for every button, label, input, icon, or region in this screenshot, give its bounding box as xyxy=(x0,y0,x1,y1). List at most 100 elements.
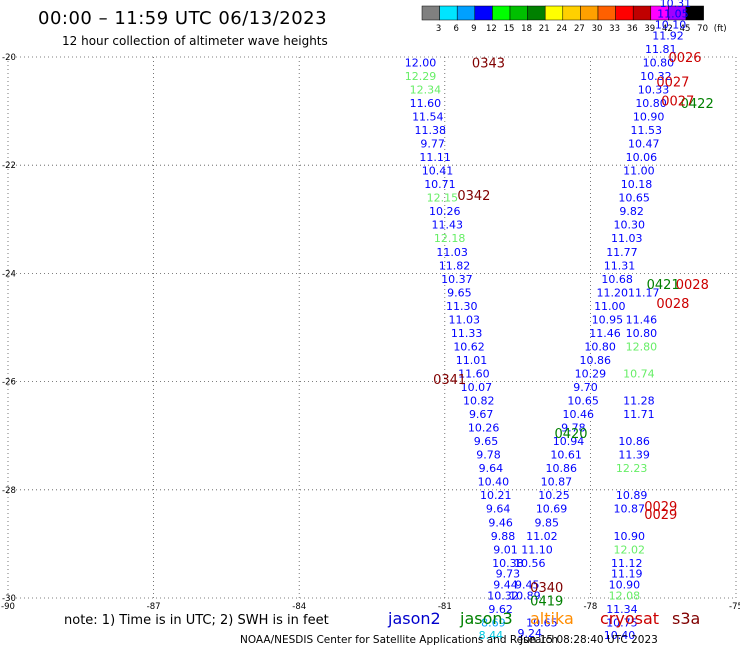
pass-number-label: 0340 xyxy=(530,581,563,596)
pass-number-label: 0343 xyxy=(472,56,505,71)
wave-height-value: 9.77 xyxy=(420,138,445,151)
wave-height-value: 10.61 xyxy=(550,449,582,462)
wave-height-value: 9.67 xyxy=(469,408,494,421)
generation-timestamp: Jun 15 08:28:40 UTC 2023 xyxy=(520,634,658,646)
wave-height-value: 11.46 xyxy=(626,313,658,326)
wave-height-value: 10.40 xyxy=(604,629,636,642)
colorbar-label: 9 xyxy=(471,24,476,34)
wave-height-value: 10.86 xyxy=(618,435,650,448)
colorbar-label: 12 xyxy=(486,24,497,34)
wave-height-value: 11.12 xyxy=(611,557,643,570)
wave-height-value: 10.89 xyxy=(509,589,541,602)
pass-number-label: 0422 xyxy=(681,97,714,112)
wave-height-value: 11.39 xyxy=(618,449,650,462)
y-tick-label: -28 xyxy=(2,486,16,496)
wave-height-value: 11.43 xyxy=(431,219,463,232)
wave-height-value: 10.26 xyxy=(468,422,500,435)
wave-height-value: 9.62 xyxy=(488,603,513,616)
wave-height-value: 11.05 xyxy=(657,8,689,21)
wave-height-value: 11.53 xyxy=(630,124,662,137)
wave-height-value: 11.03 xyxy=(436,246,468,259)
wave-height-value: 10.80 xyxy=(643,56,675,69)
colorbar-label: 30 xyxy=(592,24,603,34)
colorbar-label: 45 xyxy=(680,24,691,34)
pass-number-label: 0342 xyxy=(457,189,490,204)
wave-height-value: 10.68 xyxy=(601,273,633,286)
colorbar-label: 6 xyxy=(453,24,458,34)
wave-height-value: 8.69 xyxy=(481,616,506,629)
colorbar-label: 36 xyxy=(627,24,638,34)
colorbar-label: 27 xyxy=(574,24,585,34)
y-tick-label: -22 xyxy=(2,161,16,171)
wave-height-value: 11.60 xyxy=(458,367,490,380)
wave-height-value: 10.86 xyxy=(580,354,612,367)
y-tick-label: -26 xyxy=(2,378,16,388)
pass-number-label: 0028 xyxy=(656,297,689,312)
wave-height-value: 11.31 xyxy=(604,259,636,272)
x-tick-label: -84 xyxy=(292,602,306,612)
wave-height-value: 9.24 xyxy=(517,627,542,640)
legend-altika: altika xyxy=(530,609,574,628)
wave-height-value: 9.65 xyxy=(447,286,472,299)
pass-number-label: 0029 xyxy=(644,508,677,523)
wave-height-value: 9.73 xyxy=(496,568,521,581)
wave-height-value: 10.90 xyxy=(613,530,645,543)
wave-height-value: 10.86 xyxy=(546,462,578,475)
wave-height-value: 11.60 xyxy=(410,97,442,110)
pass-number-label: 0028 xyxy=(676,278,709,293)
legend-jason3: jason3 xyxy=(460,609,513,628)
wave-height-value: 11.28 xyxy=(623,395,655,408)
wave-height-value: 10.31 xyxy=(660,0,692,10)
wave-height-value: 10.33 xyxy=(638,83,670,96)
wave-height-value: 12.00 xyxy=(405,56,437,69)
wave-height-value: 11.03 xyxy=(448,313,480,326)
wave-height-value: 10.65 xyxy=(526,616,558,629)
colorbar-label: 33 xyxy=(609,24,620,34)
wave-height-value: 9.78 xyxy=(476,449,501,462)
credit-text: NOAA/NESDIS Center for Satellite Applica… xyxy=(240,634,558,646)
wave-height-value: 10.71 xyxy=(424,178,456,191)
wave-height-value: 10.62 xyxy=(453,340,485,353)
wave-height-value: 12.08 xyxy=(609,589,641,602)
pass-number-label: 0421 xyxy=(647,278,680,293)
y-tick-label: -30 xyxy=(2,594,16,604)
x-tick-label: -90 xyxy=(1,602,15,612)
wave-height-value: 9.65 xyxy=(474,435,499,448)
wave-height-value: 10.56 xyxy=(514,557,546,570)
wave-height-value: 9.88 xyxy=(491,530,516,543)
pass-number-label: 0029 xyxy=(644,500,677,515)
legend-s3a: s3a xyxy=(672,609,701,628)
y-tick-label: -24 xyxy=(2,269,16,279)
wave-height-value: 10.37 xyxy=(441,273,473,286)
wave-height-value: 12.23 xyxy=(616,462,648,475)
pass-number-label: 0341 xyxy=(433,373,466,388)
colorbar-label: 39 xyxy=(644,24,655,34)
colorbar-label: 24 xyxy=(556,24,567,34)
wave-height-value: 9.44 xyxy=(493,578,518,591)
colorbar-label: 21 xyxy=(539,24,550,34)
wave-height-value: 9.85 xyxy=(534,516,559,529)
wave-height-value: 11.77 xyxy=(606,246,638,259)
wave-height-value: 11.81 xyxy=(645,43,677,56)
wave-height-value: 10.74 xyxy=(623,367,655,380)
wave-height-value: 11.54 xyxy=(412,111,444,124)
colorbar-label: (ft) xyxy=(714,24,727,34)
wave-height-value: 10.32 xyxy=(487,589,519,602)
wave-height-value: 10.18 xyxy=(621,178,653,191)
x-tick-label: -87 xyxy=(147,602,161,612)
legend-jason2: jason2 xyxy=(388,609,441,628)
wave-height-value: 10.90 xyxy=(609,578,641,591)
wave-height-value: 11.03 xyxy=(611,232,643,245)
wave-height-value: 11.34 xyxy=(606,603,638,616)
colorbar-swatch xyxy=(685,5,704,21)
wave-height-value: 10.38 xyxy=(492,557,524,570)
wave-height-value: 12.29 xyxy=(405,70,437,83)
wave-height-value: 10.90 xyxy=(633,111,665,124)
wave-height-value: 10.89 xyxy=(616,489,648,502)
wave-height-value: 11.46 xyxy=(589,327,621,340)
wave-height-value: 10.69 xyxy=(536,503,568,516)
wave-height-value: 11.19 xyxy=(611,568,643,581)
colorbar-label: 18 xyxy=(521,24,532,34)
wave-height-value: 10.29 xyxy=(575,367,607,380)
